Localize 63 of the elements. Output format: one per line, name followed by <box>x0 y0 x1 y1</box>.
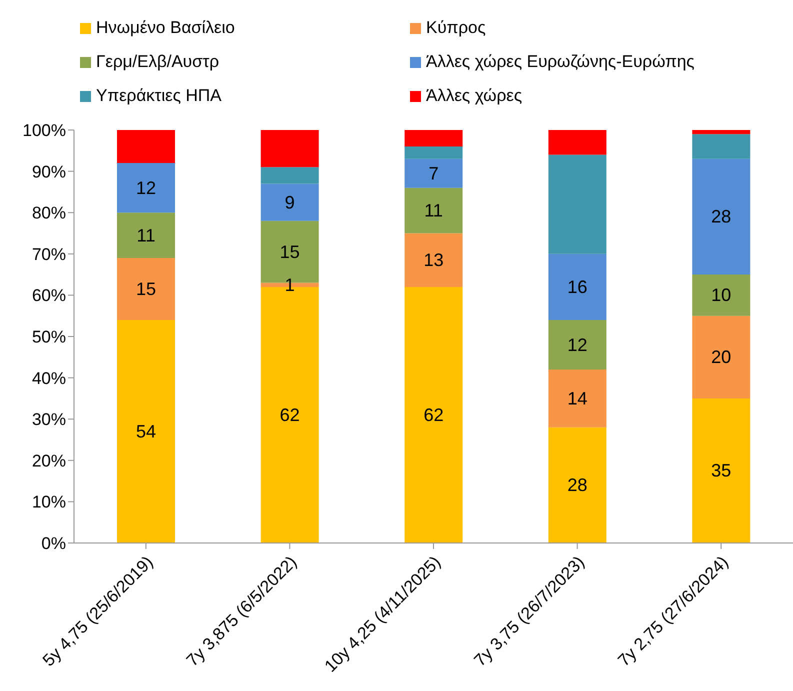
data-label: 12 <box>136 178 156 198</box>
bar <box>404 233 463 287</box>
bar <box>260 167 319 184</box>
data-label: 20 <box>711 347 732 368</box>
data-label: 54 <box>136 421 156 442</box>
bar <box>692 158 750 275</box>
bar <box>548 254 606 320</box>
data-label: 28 <box>711 206 732 227</box>
data-label: 9 <box>284 192 295 212</box>
legend-label: Ηνωμένο Βασίλειο <box>96 18 235 38</box>
data-label: 28 <box>567 475 588 496</box>
bar <box>404 286 463 543</box>
data-label: 11 <box>424 200 443 221</box>
y-tick-label: 40% <box>32 368 66 388</box>
bar <box>548 154 606 254</box>
bar <box>692 274 750 316</box>
bar <box>404 130 463 147</box>
data-label: 1 <box>284 274 295 295</box>
bar <box>117 163 175 213</box>
y-tick-label: 80% <box>32 204 66 223</box>
data-label: 11 <box>136 225 156 246</box>
data-label: 62 <box>424 404 444 425</box>
bar <box>404 188 463 234</box>
legend-label: Κύπρος <box>426 18 486 38</box>
data-label: 16 <box>567 276 588 297</box>
bar <box>117 212 175 258</box>
data-label: 35 <box>711 460 732 481</box>
data-label: 14 <box>567 388 588 408</box>
bar <box>692 316 750 398</box>
bar <box>404 158 463 188</box>
data-label: 12 <box>567 334 588 355</box>
data-label: 15 <box>280 242 300 262</box>
y-tick-label: 90% <box>32 162 66 182</box>
bar <box>117 258 175 320</box>
y-tick-label: 60% <box>32 286 66 306</box>
bar <box>548 370 606 428</box>
bar <box>117 130 175 164</box>
legend-label: Γερμ/Ελβ/Αυστρ <box>96 52 219 72</box>
data-label: 62 <box>280 404 300 425</box>
y-tick-label: 0% <box>41 534 66 554</box>
y-tick-label: 100% <box>22 121 66 140</box>
y-tick-label: 30% <box>32 410 66 430</box>
bar <box>260 130 319 168</box>
data-label: 7 <box>428 163 439 184</box>
bar <box>548 427 606 543</box>
y-tick-label: 70% <box>32 244 66 264</box>
bar <box>692 398 750 543</box>
bar <box>260 184 319 221</box>
legend-label: Άλλες χώρες Ευρωζώνης-Ευρώπης <box>426 52 694 72</box>
bar <box>548 320 606 370</box>
y-tick-label: 10% <box>32 492 66 512</box>
bar <box>404 146 463 159</box>
data-label: 15 <box>136 279 156 300</box>
bar <box>692 130 750 134</box>
bar <box>548 130 606 155</box>
data-label: 10 <box>711 285 732 306</box>
bar <box>117 320 175 543</box>
legend-label: Υπεράκτιες ΗΠΑ <box>96 86 222 106</box>
y-tick-label: 50% <box>32 328 66 347</box>
y-tick-label: 20% <box>32 451 66 470</box>
legend-label: Άλλες χώρες <box>426 86 522 106</box>
bar <box>692 134 750 159</box>
data-label: 13 <box>424 250 444 270</box>
